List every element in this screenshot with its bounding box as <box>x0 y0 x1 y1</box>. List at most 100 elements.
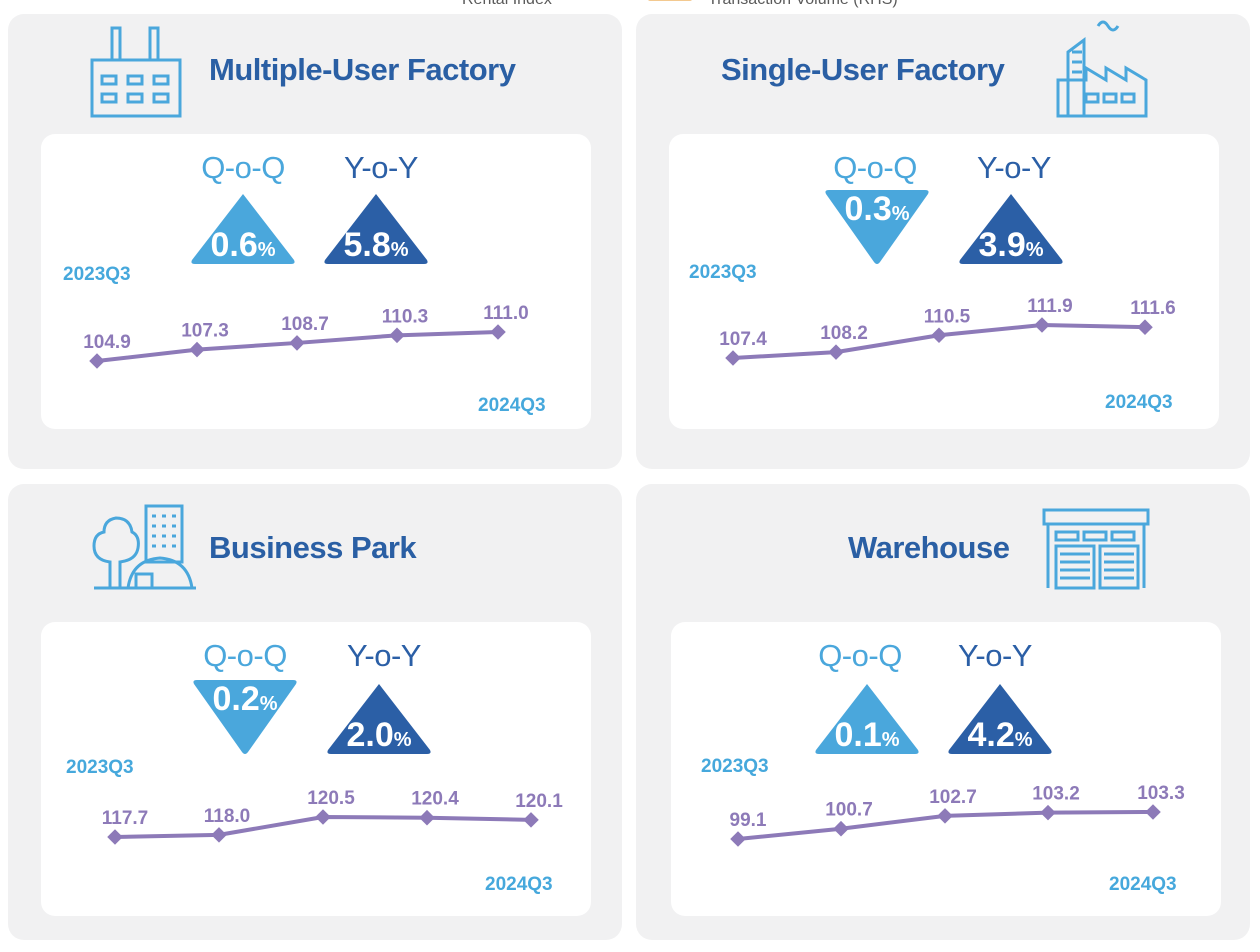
data-point-marker <box>931 327 947 344</box>
data-point-marker <box>419 809 435 826</box>
yoy-change: 5.8% <box>321 226 431 265</box>
data-point-marker <box>1034 317 1050 333</box>
end-period: 2024Q3 <box>1105 392 1173 413</box>
data-point-marker <box>730 831 746 847</box>
panel-title: Single-User Factory <box>721 52 1005 87</box>
line-chart: 117.7 118.0 120.5 120.4 120.1 <box>102 788 563 845</box>
qoq-value: 0.1 <box>834 716 882 754</box>
data-label: 117.7 <box>102 808 149 829</box>
data-point-marker <box>1145 804 1161 820</box>
yoy-value: 5.8 <box>343 226 391 264</box>
yoy-label: Y-o-Y <box>958 638 1032 673</box>
data-point-marker <box>828 344 844 360</box>
data-label: 103.2 <box>1032 784 1080 805</box>
data-point-marker <box>833 820 849 837</box>
end-period: 2024Q3 <box>478 395 546 416</box>
start-period: 2023Q3 <box>66 757 134 778</box>
chart-card: Q-o-Q Y-o-Y 0.3% 3.9% 2023Q3 2024Q3 107.… <box>669 134 1219 429</box>
panel-title: Warehouse <box>848 530 1010 565</box>
yoy-up-triangle <box>948 684 1052 754</box>
qoq-pct: % <box>881 729 900 751</box>
panel-warehouse: Warehouse Q-o-Q Y-o-Y 0.1% 4.2% 2023Q3 2… <box>636 484 1250 940</box>
yoy-up-triangle <box>327 684 431 754</box>
qoq-label: Q-o-Q <box>201 150 285 185</box>
data-label: 108.7 <box>281 314 329 335</box>
warehouse-icon <box>1042 508 1150 590</box>
yoy-pct: % <box>1014 729 1033 751</box>
yoy-up-triangle <box>324 194 428 264</box>
yoy-value: 3.9 <box>978 226 1026 264</box>
data-label: 107.4 <box>719 329 767 350</box>
data-point-marker <box>523 812 539 828</box>
start-period: 2023Q3 <box>689 262 757 283</box>
data-label: 107.3 <box>181 321 229 342</box>
data-point-marker <box>89 353 105 369</box>
yoy-pct: % <box>1025 239 1044 261</box>
panel-single-user-factory: Single-User Factory Q-o-Q Y-o-Y 0.3% 3.9… <box>636 14 1250 469</box>
qoq-value: 0.6 <box>210 226 258 264</box>
panel-title: Multiple-User Factory <box>209 52 516 87</box>
data-label: 108.2 <box>820 323 868 344</box>
chart-card: Q-o-Q Y-o-Y 0.1% 4.2% 2023Q3 2024Q3 99.1… <box>671 622 1221 916</box>
qoq-change: 0.2% <box>190 680 300 719</box>
data-point-marker <box>211 827 227 843</box>
yoy-value: 4.2 <box>967 716 1015 754</box>
data-point-marker <box>389 327 405 344</box>
qoq-change: 0.6% <box>188 226 298 265</box>
yoy-label: Y-o-Y <box>347 638 421 673</box>
legend-rental-index: Rental Index <box>462 0 552 9</box>
qoq-change: 0.1% <box>812 716 922 755</box>
legend-transaction-volume: Transaction Volume (RHS) <box>708 0 898 9</box>
chart-card: Q-o-Q Y-o-Y 0.6% 5.8% 2023Q3 2024Q3 104.… <box>41 134 591 429</box>
data-label: 120.5 <box>307 788 355 809</box>
legend-transaction-swatch <box>648 0 692 1</box>
data-label: 111.0 <box>483 303 528 324</box>
data-label: 120.1 <box>515 791 563 812</box>
data-point-marker <box>937 808 953 824</box>
chart-card: Q-o-Q Y-o-Y 0.2% 2.0% 2023Q3 2024Q3 117.… <box>41 622 591 916</box>
qoq-down-triangle <box>193 680 297 754</box>
line-chart: 99.1 100.7 102.7 103.2 103.3 <box>730 783 1185 847</box>
data-point-marker <box>490 324 506 340</box>
end-period: 2024Q3 <box>1109 874 1177 895</box>
end-period: 2024Q3 <box>485 874 553 895</box>
qoq-label: Q-o-Q <box>833 150 917 185</box>
data-point-marker <box>315 809 331 825</box>
data-point-marker <box>189 341 205 358</box>
data-point-marker <box>1137 319 1153 335</box>
panel-business-park: Business Park Q-o-Q Y-o-Y 0.2% 2.0% 2023… <box>8 484 622 940</box>
qoq-label: Q-o-Q <box>203 638 287 673</box>
data-point-marker <box>289 335 305 351</box>
data-label: 111.9 <box>1027 296 1072 317</box>
yoy-label: Y-o-Y <box>344 150 418 185</box>
business-park-icon <box>92 504 196 590</box>
qoq-pct: % <box>259 693 278 715</box>
yoy-change: 3.9% <box>956 226 1066 265</box>
data-point-marker <box>107 829 123 845</box>
line-chart: 104.9 107.3 108.7 110.3 111.0 <box>83 303 529 369</box>
yoy-pct: % <box>390 239 409 261</box>
data-label: 102.7 <box>929 787 977 808</box>
data-label: 103.3 <box>1137 783 1185 804</box>
start-period: 2023Q3 <box>701 756 769 777</box>
qoq-pct: % <box>891 203 910 225</box>
data-label: 110.5 <box>924 306 971 327</box>
line-chart: 107.4 108.2 110.5 111.9 111.6 <box>719 296 1176 366</box>
yoy-change: 2.0% <box>324 716 434 755</box>
multi-user-factory-icon <box>90 26 182 118</box>
qoq-pct: % <box>257 239 276 261</box>
legend: Rental Index Transaction Volume (RHS) <box>0 0 1260 11</box>
single-user-factory-icon <box>1056 20 1148 118</box>
qoq-value: 0.3 <box>844 190 892 228</box>
qoq-label: Q-o-Q <box>818 638 902 673</box>
data-label: 111.6 <box>1130 298 1175 319</box>
panel-multiple-user-factory: Multiple-User Factory Q-o-Q Y-o-Y 0.6% 5… <box>8 14 622 469</box>
data-label: 118.0 <box>204 806 251 827</box>
qoq-change: 0.3% <box>822 190 932 229</box>
start-period: 2023Q3 <box>63 264 131 285</box>
qoq-up-triangle <box>191 194 295 264</box>
qoq-up-triangle <box>815 684 919 754</box>
qoq-value: 0.2 <box>212 680 260 718</box>
data-label: 100.7 <box>825 800 873 821</box>
yoy-pct: % <box>393 729 412 751</box>
